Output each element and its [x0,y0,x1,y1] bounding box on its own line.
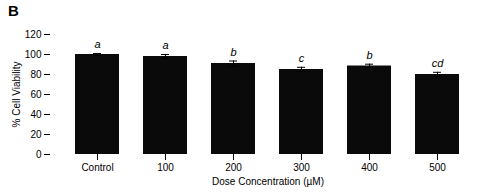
svg-text:40: 40 [30,109,42,120]
svg-text:Dose Concentration (µM): Dose Concentration (µM) [212,176,324,187]
svg-text:20: 20 [30,129,42,140]
svg-text:c: c [299,52,305,64]
svg-text:a: a [162,39,168,51]
svg-text:200: 200 [225,162,242,173]
svg-text:100: 100 [25,49,42,60]
svg-text:cd: cd [432,57,445,69]
svg-text:400: 400 [361,162,378,173]
svg-text:60: 60 [30,89,42,100]
svg-text:0: 0 [36,149,42,160]
svg-text:300: 300 [293,162,310,173]
svg-text:a: a [94,38,100,50]
svg-text:Control: Control [81,162,113,173]
svg-text:% Cell Viability: % Cell Viability [11,62,22,128]
html-text:B: B [8,2,19,19]
svg-text:b: b [230,46,236,58]
svg-text:b: b [366,49,372,61]
svg-text:500: 500 [429,162,446,173]
svg-text:120: 120 [25,29,42,40]
svg-text:100: 100 [157,162,174,173]
svg-text:80: 80 [30,69,42,80]
